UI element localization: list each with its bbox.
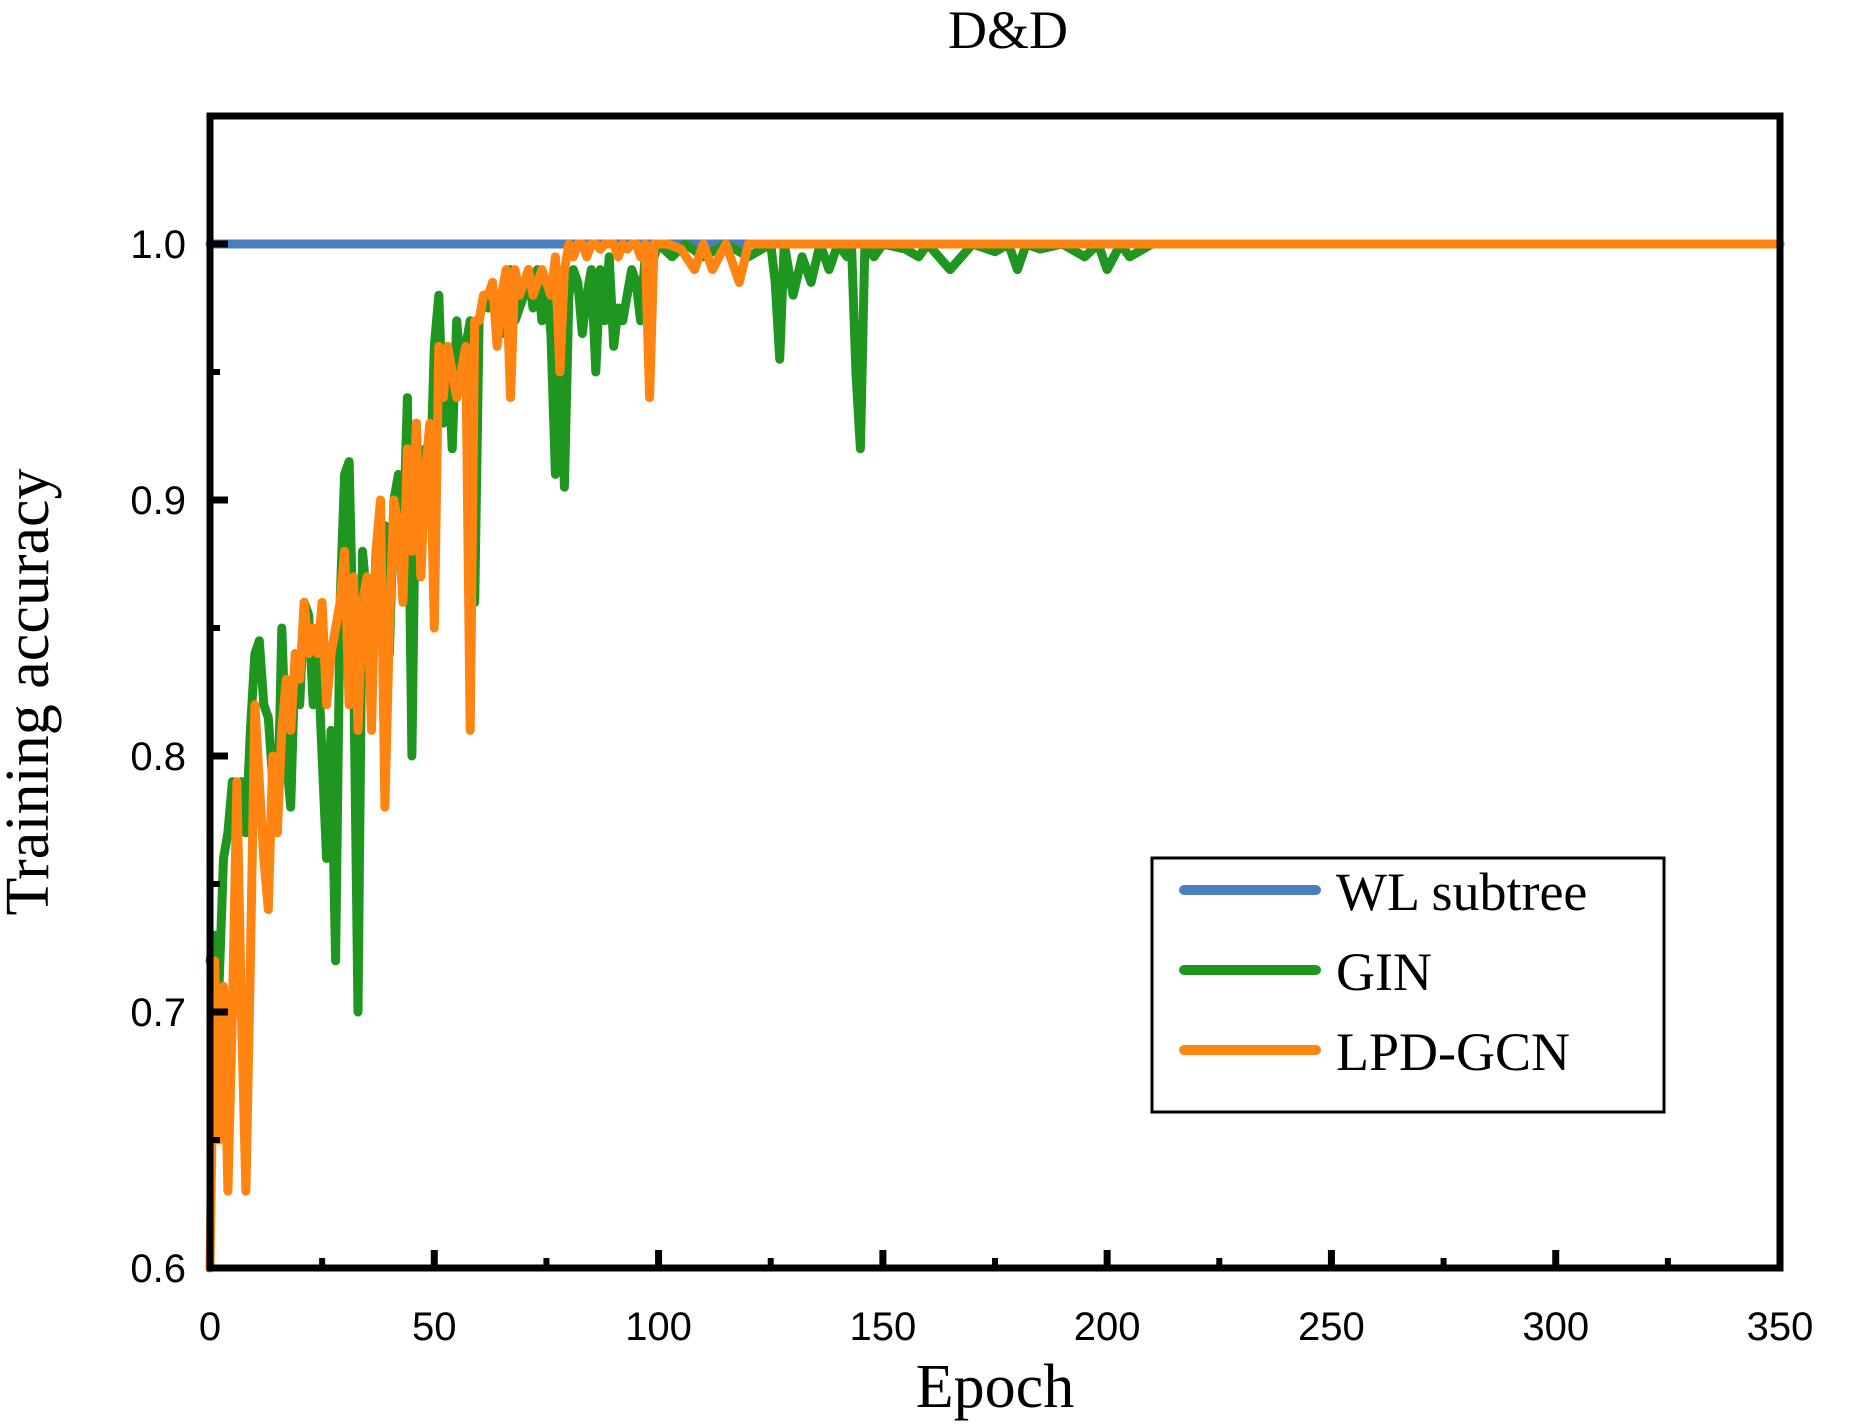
- y-tick-label: 0.9: [130, 479, 186, 523]
- x-tick-label: 300: [1522, 1305, 1589, 1349]
- chart-title: D&D: [948, 0, 1068, 60]
- x-tick-label: 100: [625, 1305, 692, 1349]
- y-tick-label: 0.7: [130, 991, 186, 1035]
- legend-label-lpd-gcn: LPD-GCN: [1336, 1022, 1570, 1082]
- series-layer: [205, 239, 1785, 1273]
- x-tick-label: 50: [412, 1305, 457, 1349]
- legend: WL subtree GIN LPD-GCN: [1150, 856, 1666, 1114]
- legend-box: [1150, 856, 1666, 1114]
- y-tick-label: 1.0: [130, 223, 186, 267]
- y-tick-label: 0.8: [130, 735, 186, 779]
- x-tick-label: 250: [1298, 1305, 1365, 1349]
- legend-label-wl-subtree: WL subtree: [1336, 862, 1587, 922]
- y-axis-label: Training accuracy: [0, 468, 62, 915]
- x-axis-label: Epoch: [916, 1353, 1074, 1421]
- x-tick-label: 200: [1074, 1305, 1141, 1349]
- x-tick-label: 350: [1747, 1305, 1814, 1349]
- legend-label-gin: GIN: [1336, 942, 1432, 1002]
- x-tick-label: 150: [849, 1305, 916, 1349]
- ticks-layer: 0 50 100 150 200 250 300 350 0.6 0.7 0.8 0.9 1.0: [130, 223, 1813, 1349]
- series-line-lpd-gcn: [205, 239, 1785, 1273]
- x-tick-label: 0: [199, 1305, 221, 1349]
- y-tick-label: 0.6: [130, 1247, 186, 1291]
